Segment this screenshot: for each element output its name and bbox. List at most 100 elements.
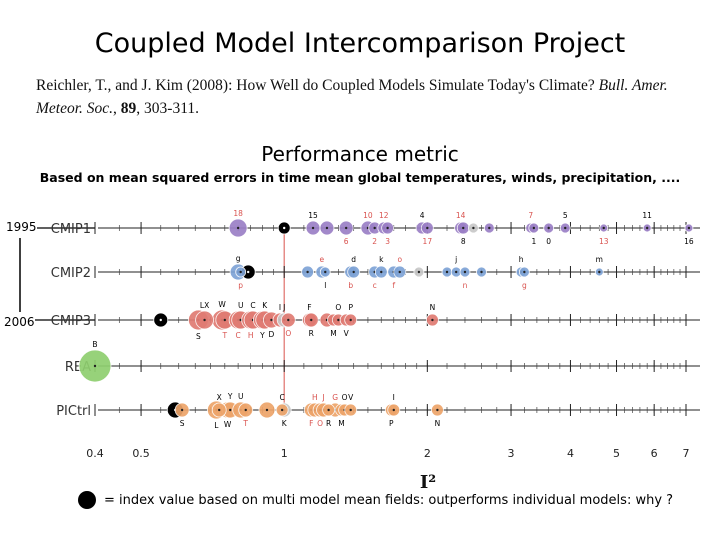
data-point-label: 2 bbox=[372, 237, 377, 246]
data-point-center bbox=[229, 408, 232, 412]
data-point-center bbox=[523, 270, 526, 274]
section-title: Performance metric bbox=[261, 142, 459, 166]
data-point-label: m bbox=[596, 255, 603, 264]
data-point-center bbox=[352, 270, 355, 274]
data-point-label: I bbox=[279, 303, 281, 312]
data-point-label: U bbox=[238, 301, 244, 310]
data-point-center bbox=[392, 408, 395, 412]
data-point-center bbox=[270, 318, 273, 322]
data-point-label: Y bbox=[227, 392, 233, 401]
data-point-center bbox=[337, 318, 340, 322]
year-end-label: 2006 bbox=[4, 315, 35, 329]
data-point-label: I bbox=[393, 393, 395, 402]
data-point-center bbox=[532, 226, 536, 230]
data-point-label: 0 bbox=[546, 237, 551, 246]
data-point-center bbox=[265, 408, 269, 412]
data-point-center bbox=[349, 408, 352, 412]
x-tick-label: 6 bbox=[651, 447, 658, 460]
x-tick-label: 5 bbox=[613, 447, 620, 460]
data-point-label: N bbox=[435, 419, 441, 428]
data-point-label: J bbox=[282, 303, 285, 312]
x-tick-label: 4 bbox=[567, 447, 574, 460]
x-tick-label: 3 bbox=[508, 447, 515, 460]
data-point-label: P bbox=[389, 419, 394, 428]
data-point-label: F bbox=[307, 303, 311, 312]
data-point-label: 3 bbox=[385, 237, 390, 246]
data-point-label: 17 bbox=[423, 237, 433, 246]
data-point-center bbox=[324, 270, 327, 274]
data-point-center bbox=[159, 318, 162, 322]
data-point-label: P bbox=[348, 303, 353, 312]
data-point-label: K bbox=[282, 419, 288, 428]
data-point-label: V bbox=[348, 393, 354, 402]
data-point-center bbox=[472, 226, 475, 230]
data-point-label: Y bbox=[259, 331, 265, 340]
reference-citation: Reichler, T., and J. Kim (2008): How Wel… bbox=[36, 77, 668, 117]
data-point-center bbox=[380, 270, 383, 274]
footnote-text: = index value based on multi model mean … bbox=[104, 492, 674, 508]
section-subtitle: Based on mean squared errors in time mea… bbox=[39, 170, 681, 185]
data-point-label: W bbox=[224, 420, 232, 429]
data-point-label: M bbox=[338, 419, 344, 428]
data-point-label: 5 bbox=[563, 211, 568, 220]
data-point-center bbox=[287, 318, 290, 322]
data-point-center bbox=[445, 270, 449, 274]
data-point-center bbox=[386, 226, 389, 230]
data-point-center bbox=[417, 270, 421, 274]
data-point-center bbox=[327, 408, 330, 412]
data-point-center bbox=[349, 318, 352, 322]
data-point-label: 11 bbox=[642, 211, 652, 220]
data-point-center bbox=[454, 270, 458, 274]
data-point-center bbox=[687, 226, 691, 230]
data-point-center bbox=[436, 408, 439, 412]
data-point-label: 6 bbox=[344, 237, 349, 246]
data-point-label: B bbox=[92, 340, 97, 349]
data-point-center bbox=[180, 408, 184, 412]
data-point-label: O bbox=[317, 419, 323, 428]
data-point-center bbox=[223, 318, 226, 322]
data-point-label: C bbox=[250, 301, 255, 310]
data-point-center bbox=[239, 270, 242, 274]
data-point-label: 15 bbox=[308, 211, 318, 220]
data-point-center bbox=[344, 226, 348, 230]
data-point-label: g bbox=[522, 281, 527, 290]
data-point-center bbox=[311, 226, 315, 230]
data-point-label: d bbox=[351, 255, 356, 264]
data-point-label: k bbox=[379, 255, 384, 264]
data-point-center bbox=[480, 270, 483, 274]
data-point-label: b bbox=[348, 281, 353, 290]
row-label-cmip2: CMIP2 bbox=[51, 266, 91, 281]
data-point-center bbox=[564, 226, 567, 230]
data-point-label: U bbox=[238, 392, 244, 401]
data-point-label: H bbox=[248, 331, 254, 340]
data-point-label: X bbox=[217, 393, 222, 402]
data-point-label: R bbox=[309, 329, 314, 338]
x-tick-label: 1 bbox=[281, 447, 288, 460]
footnote: = index value based on multi model mean … bbox=[78, 491, 673, 509]
x-tick-label: 2 bbox=[424, 447, 431, 460]
data-point-label: V bbox=[344, 329, 350, 338]
data-point-label: p bbox=[238, 281, 243, 290]
data-point-label: C bbox=[279, 393, 284, 402]
data-point-center bbox=[602, 226, 605, 230]
data-point-center bbox=[280, 408, 284, 412]
data-point-label: O bbox=[342, 393, 348, 402]
data-point-center bbox=[645, 226, 649, 230]
data-point-center bbox=[426, 226, 429, 230]
x-tick-label: 7 bbox=[683, 447, 690, 460]
row-label-cmip3: CMIP3 bbox=[51, 314, 91, 329]
data-point-center bbox=[598, 270, 601, 274]
data-point-label: c bbox=[373, 281, 377, 290]
data-point-center bbox=[325, 226, 329, 230]
data-point-label: K bbox=[262, 301, 268, 310]
multi-model-mean-dot-icon bbox=[78, 491, 96, 509]
x-tick-label: 0.5 bbox=[132, 447, 150, 460]
data-point-label: 14 bbox=[456, 211, 466, 220]
data-point-label: 8 bbox=[461, 237, 466, 246]
data-point-label: D bbox=[269, 330, 275, 339]
data-point-label: S bbox=[180, 419, 185, 428]
data-point-label: l bbox=[324, 281, 326, 290]
data-point-label: 7 bbox=[528, 211, 533, 220]
data-point-label: 10 bbox=[363, 211, 373, 220]
data-point-label: C bbox=[235, 331, 240, 340]
